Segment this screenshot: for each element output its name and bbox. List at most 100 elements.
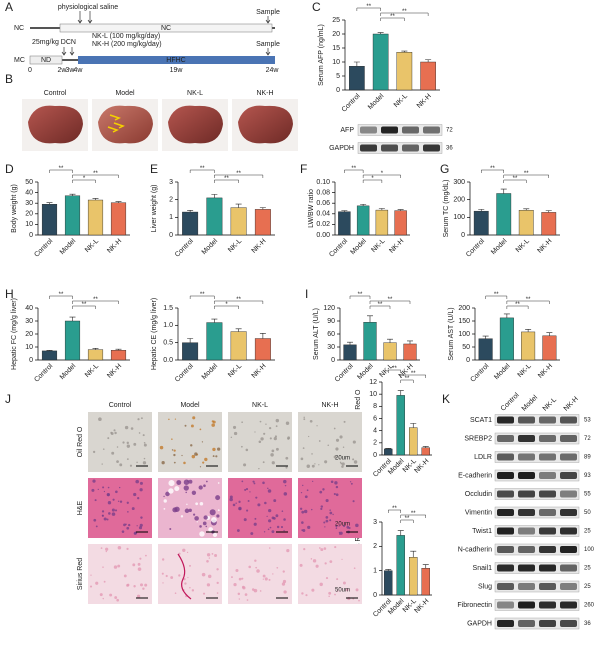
histology-cell [185,491,187,494]
histology-cell [183,485,189,491]
y-tick-label: 12 [369,379,377,386]
histology-cell [162,582,164,584]
histology-cell [257,503,261,507]
blot-group: Model [521,394,540,413]
blot-marker: 55 [584,492,591,498]
histology-cell [253,482,256,485]
significance-bracket [72,174,119,178]
significance-label: ** [526,297,531,303]
histology-cell [329,511,333,515]
significance-label: ** [378,302,383,308]
histology-cell [246,509,249,512]
bar [206,322,223,361]
y-tick-label: 0 [336,87,340,94]
significance-label: ** [515,302,520,308]
blot-band [539,564,556,572]
y-tick-label: 50 [462,344,470,351]
histology-cell [350,482,353,485]
panel-label: A [5,0,13,14]
bar [478,338,493,361]
error-bar [187,209,194,213]
error-bar [385,569,392,571]
error-bar [377,32,384,34]
histology-cell [126,501,129,504]
nd-label: ND [41,57,51,64]
significance-bracket [344,169,364,173]
bar [499,317,514,361]
y-tick-label: 5 [336,73,340,80]
histology-cell [253,588,258,593]
x-tick-label: Control [174,362,195,383]
bar [384,448,393,456]
x-tick-label: Control [174,237,195,258]
histology-cell [170,576,174,579]
histology-cell [161,558,165,561]
blot-band [539,416,556,424]
y-tick-label: 90 [327,318,335,325]
histology-cell [116,460,119,463]
histology-cell [229,495,233,499]
histology-cell [283,479,287,484]
histology-cell [212,420,216,424]
histology-cell [102,597,104,600]
histology-cell [286,549,290,553]
histology-cell [243,463,247,467]
histology-cell [271,461,275,465]
histology-image [158,412,222,472]
timeline-label: 3w [66,67,76,74]
histology-cell [263,432,266,435]
histology-cell [271,449,275,453]
histology-cell [101,463,103,465]
blot-band [423,144,440,152]
dcn-label: 25mg/kg DCN [32,39,76,46]
x-tick-label: NK-H [413,598,430,615]
histology-cell [102,566,104,568]
histology-cell [199,501,204,506]
error-bar [69,316,76,321]
histology-image [298,544,362,604]
histology-cell [173,449,176,452]
y-tick-label: 2 [373,440,377,447]
blot-strip [494,432,580,445]
histology-cell [215,455,218,458]
blot-protein: GAPDH [329,145,354,152]
blot-band [560,620,577,627]
panel-label: D [5,162,14,176]
histology-cell [180,515,184,518]
x-tick-label: NK-H [251,363,268,380]
histology-cell [159,445,164,450]
arrow-marker [113,122,125,129]
histology-cell [135,479,140,484]
photo-label: NK-H [256,90,273,97]
error-bar [503,313,510,318]
histology-cell [302,447,305,449]
error-bar [187,338,194,343]
blot-strip [494,469,580,482]
blot-marker: 89 [584,455,591,461]
histology-cell [173,461,176,464]
histology-cell [101,510,105,513]
histology-cell [352,440,356,444]
significance-label: ** [236,171,241,177]
blot-protein: GAPDH [467,620,492,627]
y-tick-label: 60 [327,331,335,338]
histology-cell [262,461,265,464]
error-bar [46,349,53,351]
significance-bracket [72,300,119,304]
histology-cell [209,509,216,516]
histology-cell [339,435,343,439]
histology-cell [133,442,137,446]
panel-label: H [5,287,14,301]
bar [87,199,104,236]
significance-bracket [49,295,73,299]
nk-h-label: NK-H (200 mg/kg/day) [92,41,162,48]
histology-cell [138,526,143,530]
panel-label: K [442,392,450,406]
histology-cell [202,521,207,526]
blot-band [518,509,535,516]
histology-cell [306,464,311,468]
blot-band [360,144,377,152]
histology-cell [186,551,189,554]
histology-cell [303,418,306,421]
y-tick-label: 0.10 [316,179,330,186]
